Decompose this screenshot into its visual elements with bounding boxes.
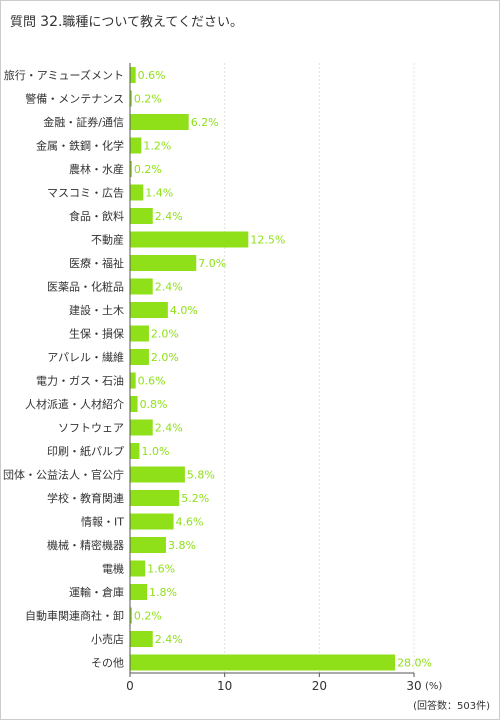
category-label-9: 医薬品・化粧品 xyxy=(47,280,124,294)
category-label-19: 情報・IT xyxy=(81,516,124,529)
x-tick-label-10: 10 xyxy=(217,679,232,693)
bar-7 xyxy=(130,231,249,248)
bar-1 xyxy=(130,90,132,107)
value-label-24: 2.4% xyxy=(155,633,183,646)
bar-17 xyxy=(130,466,185,483)
value-label-11: 2.0% xyxy=(151,328,179,341)
category-label-1: 警備・メンテナンス xyxy=(25,92,124,106)
category-label-20: 機械・精密機器 xyxy=(47,538,124,552)
value-label-3: 1.2% xyxy=(143,140,171,153)
bar-8 xyxy=(130,255,197,271)
category-label-8: 医療・福祉 xyxy=(69,256,124,270)
category-label-15: ソフトウェア xyxy=(58,422,124,435)
bar-12 xyxy=(130,349,149,365)
category-label-5: マスコミ・広告 xyxy=(47,187,124,200)
value-label-5: 1.4% xyxy=(145,187,173,200)
x-tick-label-0: 0 xyxy=(126,679,134,693)
bar-19 xyxy=(130,513,174,530)
category-label-6: 食品・飲料 xyxy=(69,209,124,223)
x-tick-label-30: 30 xyxy=(406,679,421,693)
bar-9 xyxy=(130,278,153,295)
bar-13 xyxy=(130,372,136,389)
category-label-16: 印刷・紙パルプ xyxy=(47,444,124,458)
title-prefix: 質問 xyxy=(10,15,37,30)
value-label-22: 1.8% xyxy=(149,586,177,599)
value-label-20: 3.8% xyxy=(168,539,196,552)
category-label-21: 電機 xyxy=(102,562,124,576)
bar-4 xyxy=(130,161,132,177)
value-label-18: 5.2% xyxy=(181,492,209,505)
question-number: 32. xyxy=(40,14,63,30)
value-label-10: 4.0% xyxy=(170,304,198,317)
value-label-12: 2.0% xyxy=(151,351,179,364)
category-label-25: その他 xyxy=(91,657,124,670)
value-label-4: 0.2% xyxy=(134,163,162,176)
bar-25 xyxy=(130,654,396,671)
category-label-0: ホテル・旅行・アミューズメント xyxy=(1,68,124,82)
bar-2 xyxy=(130,114,189,130)
x-unit-label: (%) xyxy=(425,681,442,692)
value-label-9: 2.4% xyxy=(155,281,183,294)
bar-0 xyxy=(130,67,136,83)
bar-3 xyxy=(130,137,142,154)
category-label-23: 自動車関連商社・卸 xyxy=(25,609,124,623)
category-label-13: 電力・ガス・石油 xyxy=(36,374,124,388)
bar-18 xyxy=(130,490,180,506)
category-label-11: 生保・損保 xyxy=(69,327,124,341)
value-label-13: 0.6% xyxy=(138,375,166,388)
value-label-15: 2.4% xyxy=(155,422,183,435)
value-label-0: 0.6% xyxy=(138,69,166,82)
bar-20 xyxy=(130,537,166,553)
category-label-17: 団体・公益法人・官公庁 xyxy=(3,468,124,482)
respondent-count-note: (回答数：503件) xyxy=(413,701,490,712)
value-label-19: 4.6% xyxy=(176,516,204,529)
bar-5 xyxy=(130,184,144,201)
title-text: 職種について教えてください。 xyxy=(62,15,243,30)
bar-23 xyxy=(130,607,132,624)
bar-24 xyxy=(130,631,153,647)
bar-21 xyxy=(130,560,146,577)
category-label-3: 金属・鉄鋼・化学 xyxy=(36,139,124,153)
category-label-14: 人材派遣・人材紹介 xyxy=(25,397,124,411)
category-label-10: 建設・土木 xyxy=(69,303,124,317)
bar-14 xyxy=(130,396,138,412)
value-label-25: 28.0% xyxy=(397,657,432,670)
bar-6 xyxy=(130,208,153,224)
bar-16 xyxy=(130,443,140,459)
category-label-22: 運輸・倉庫 xyxy=(69,585,124,599)
value-label-2: 6.2% xyxy=(191,116,219,129)
category-label-24: 小売店 xyxy=(91,632,124,646)
category-label-4: 農林・水産 xyxy=(69,162,124,176)
category-label-12: アパレル・繊維 xyxy=(47,351,124,364)
x-tick-label-20: 20 xyxy=(312,679,327,693)
chart-title: 質問 32.職種について教えてください。 xyxy=(10,11,243,30)
value-label-16: 1.0% xyxy=(141,445,169,458)
value-label-14: 0.8% xyxy=(140,398,168,411)
bar-10 xyxy=(130,302,168,318)
value-label-1: 0.2% xyxy=(134,93,162,106)
category-label-2: 金融・証券/通信 xyxy=(43,115,124,129)
value-label-17: 5.8% xyxy=(187,469,215,482)
value-label-8: 7.0% xyxy=(198,257,226,270)
value-label-21: 1.6% xyxy=(147,563,175,576)
value-label-7: 12.5% xyxy=(250,234,285,247)
bar-11 xyxy=(130,325,149,342)
category-label-7: 不動産 xyxy=(91,233,124,247)
value-label-6: 2.4% xyxy=(155,210,183,223)
bar-22 xyxy=(130,584,148,600)
bar-15 xyxy=(130,419,153,436)
value-label-23: 0.2% xyxy=(134,610,162,623)
category-label-18: 学校・教育関連 xyxy=(47,491,124,505)
